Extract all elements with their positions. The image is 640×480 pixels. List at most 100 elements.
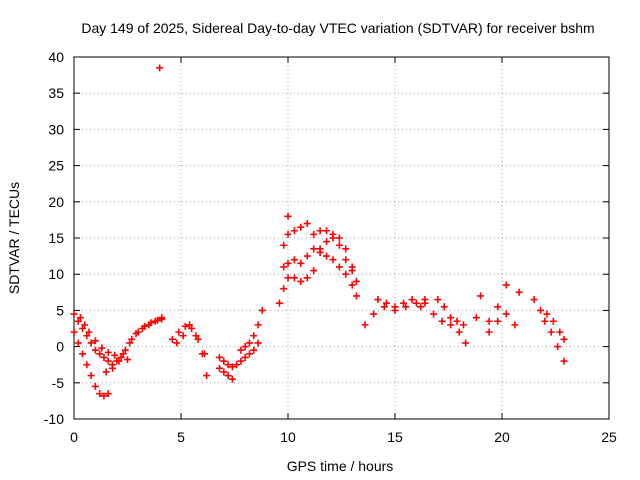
data-point xyxy=(173,339,181,347)
data-point xyxy=(254,321,262,329)
series-arc-3b xyxy=(173,321,211,380)
data-point xyxy=(335,263,343,271)
y-tick-label: 10 xyxy=(48,266,64,282)
x-tick-label: 20 xyxy=(494,429,510,445)
data-point xyxy=(109,364,117,372)
data-point xyxy=(192,332,200,340)
data-point xyxy=(79,325,87,332)
data-point xyxy=(121,346,129,354)
data-point xyxy=(81,321,89,329)
y-tick-label: 30 xyxy=(48,121,64,137)
data-point xyxy=(502,310,510,318)
data-point xyxy=(280,241,288,249)
data-point xyxy=(220,368,228,376)
data-point xyxy=(303,274,311,282)
data-point xyxy=(70,310,78,318)
data-point xyxy=(290,256,298,264)
data-point xyxy=(494,303,502,311)
data-point xyxy=(323,252,331,260)
data-point xyxy=(76,314,84,322)
data-point xyxy=(138,325,146,332)
data-point xyxy=(434,296,442,304)
data-point xyxy=(237,357,245,365)
data-point xyxy=(352,277,360,285)
data-point xyxy=(179,332,187,340)
series-arc-5a xyxy=(275,267,318,307)
data-point xyxy=(382,299,390,307)
data-point xyxy=(233,361,241,369)
series-arc-8 xyxy=(472,288,523,329)
data-point xyxy=(216,364,224,372)
data-point xyxy=(104,357,112,365)
data-point xyxy=(421,299,429,307)
data-point xyxy=(348,267,356,275)
data-point xyxy=(145,321,153,329)
data-point xyxy=(224,372,232,380)
data-point xyxy=(310,245,318,253)
data-point xyxy=(85,328,93,336)
data-point xyxy=(113,357,121,365)
data-point xyxy=(447,321,455,329)
series-arc-6b xyxy=(374,296,425,311)
data-point xyxy=(511,321,519,329)
data-point xyxy=(303,252,311,260)
x-tick-label: 25 xyxy=(601,429,617,445)
series-arc-5b xyxy=(280,245,356,289)
grid-lines xyxy=(74,57,609,419)
series-arc-5d xyxy=(284,212,292,220)
data-point xyxy=(284,230,292,238)
series-arc-7b xyxy=(434,296,467,329)
data-point xyxy=(128,335,136,343)
data-point xyxy=(530,296,538,304)
data-point xyxy=(280,263,288,271)
data-point xyxy=(250,346,258,354)
series-arc-9b xyxy=(541,317,568,365)
data-point xyxy=(342,256,350,264)
series-arc-5e xyxy=(316,234,360,300)
series-arc-9 xyxy=(530,296,568,343)
data-point xyxy=(297,259,305,267)
data-point xyxy=(198,350,206,358)
data-point xyxy=(228,363,236,371)
data-point xyxy=(91,346,99,354)
data-point xyxy=(455,328,463,336)
data-point xyxy=(554,343,562,351)
series-arc-1a xyxy=(70,310,117,369)
x-tick-label: 0 xyxy=(70,429,78,445)
series-arc-1b xyxy=(70,328,112,400)
data-point xyxy=(241,343,249,351)
data-point xyxy=(111,351,119,359)
series-arc-4b xyxy=(216,364,236,383)
data-point xyxy=(541,317,549,325)
series-arc-8b xyxy=(485,281,510,336)
data-point xyxy=(515,288,523,296)
data-point xyxy=(91,382,99,390)
data-points xyxy=(70,64,568,400)
x-tick-label: 10 xyxy=(280,429,296,445)
data-point xyxy=(462,339,470,347)
series-arc-6 xyxy=(361,296,429,329)
data-point xyxy=(408,296,416,304)
data-point xyxy=(447,314,455,322)
data-point xyxy=(430,310,438,318)
data-point xyxy=(361,321,369,329)
data-point xyxy=(126,339,134,347)
data-point xyxy=(391,303,399,311)
data-point xyxy=(380,303,388,311)
data-point xyxy=(374,296,382,304)
x-tick-label: 5 xyxy=(177,429,185,445)
data-point xyxy=(132,330,140,338)
data-point xyxy=(494,317,502,325)
data-point xyxy=(158,314,166,322)
data-point xyxy=(400,299,408,307)
data-point xyxy=(342,245,350,253)
data-point xyxy=(119,350,127,358)
data-point xyxy=(70,328,78,336)
data-point xyxy=(459,321,467,329)
data-point xyxy=(329,234,337,242)
data-point xyxy=(303,220,311,228)
y-tick-label: -10 xyxy=(44,411,64,427)
data-point xyxy=(258,306,266,314)
data-point xyxy=(151,317,159,325)
data-point xyxy=(194,335,202,343)
